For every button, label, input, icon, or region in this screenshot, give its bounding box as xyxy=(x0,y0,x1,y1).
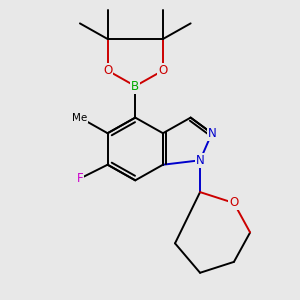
Text: N: N xyxy=(208,127,216,140)
Text: Me: Me xyxy=(72,112,88,123)
Text: N: N xyxy=(196,154,204,167)
Text: O: O xyxy=(158,64,168,77)
Text: F: F xyxy=(76,172,83,185)
Text: O: O xyxy=(103,64,112,77)
Text: O: O xyxy=(229,196,239,209)
Text: B: B xyxy=(131,80,139,93)
